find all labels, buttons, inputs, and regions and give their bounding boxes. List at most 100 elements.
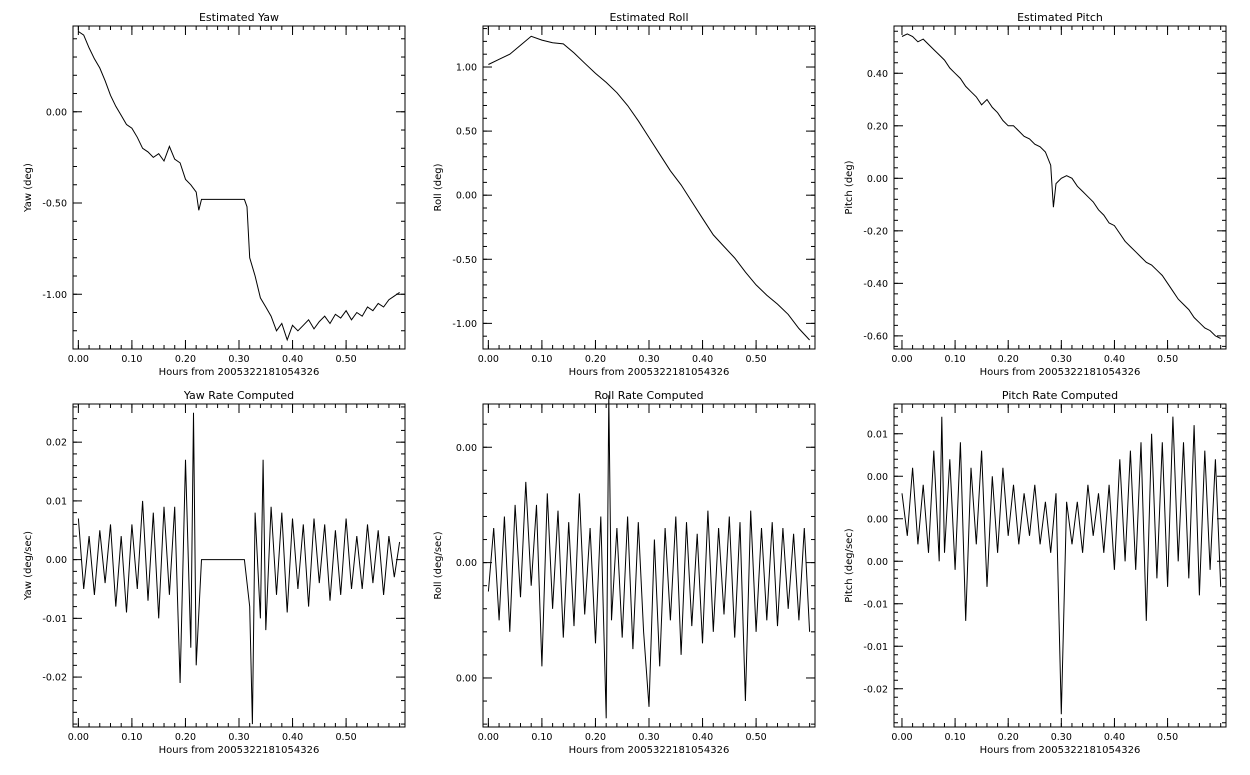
x-tick-label: 0.10 (945, 732, 966, 743)
y-tick-label: -1.00 (452, 319, 477, 330)
y-tick-label: 0.00 (456, 558, 477, 569)
plot-frame (72, 25, 406, 350)
y-axis-label: Pitch (deg) (844, 160, 855, 214)
x-tick-label: 0.30 (638, 354, 659, 365)
y-tick-label: 0.20 (867, 121, 888, 132)
x-tick-label: 0.20 (998, 732, 1019, 743)
x-tick-label: 0.30 (1051, 732, 1072, 743)
x-tick-label: 0.40 (282, 732, 303, 743)
x-tick-label: 0.50 (336, 354, 357, 365)
panel-6: Pitch Rate Computed 0.00 0.10 0.20 0.30 0.40 0… (844, 389, 1227, 756)
data-line (78, 31, 400, 342)
y-tick-label: -0.01 (42, 614, 67, 625)
panel-4: Yaw Rate Computed 0.00 0.10 0.20 0.30 0.40 0.5… (23, 389, 406, 756)
x-tick-label: 0.50 (746, 354, 767, 365)
y-axis-label: Yaw (deg) (23, 163, 34, 213)
x-tick-label: 0.20 (585, 354, 606, 365)
y-tick-label: 0.40 (867, 69, 888, 80)
y-tick-label: 0.00 (46, 107, 67, 118)
y-tick-label: -0.02 (863, 684, 888, 695)
chart-title: Yaw Rate Computed (183, 389, 294, 402)
y-tick-label: -0.50 (42, 199, 67, 210)
y-tick-label: -0.02 (42, 673, 67, 684)
data-line (488, 35, 810, 341)
plot-frame (893, 403, 1227, 728)
panel-5: Roll Rate Computed 0.00 0.10 0.20 0.30 0.40 0.… (433, 389, 816, 756)
x-tick-label: 0.50 (1157, 732, 1178, 743)
x-tick-label: 0.30 (1051, 354, 1072, 365)
data-line (901, 33, 1221, 339)
x-tick-label: 0.40 (692, 354, 713, 365)
y-tick-label: -0.01 (863, 642, 888, 653)
data-line (77, 412, 401, 725)
x-tick-label: 0.20 (998, 354, 1019, 365)
x-tick-label: 0.10 (945, 354, 966, 365)
y-tick-label: 0.01 (867, 429, 888, 440)
y-tick-label: -0.60 (863, 331, 888, 342)
y-tick-label: 0.00 (867, 557, 888, 568)
x-tick-label: 0.00 (478, 354, 499, 365)
x-tick-label: 0.50 (336, 732, 357, 743)
y-axis-label: Roll (deg/sec) (433, 531, 444, 599)
y-tick-label: 0.00 (46, 555, 67, 566)
chart-title: Estimated Roll (609, 11, 688, 24)
x-axis-label: Hours from 2005322181054326 (159, 367, 320, 378)
panel-2: Estimated Roll 0.00 0.10 0.20 0.30 0.40 0.50 1.… (433, 11, 816, 378)
x-tick-label: 0.50 (1157, 354, 1178, 365)
data-line (487, 395, 811, 719)
y-axis-label: Pitch (deg/sec) (844, 528, 855, 603)
y-tick-label: 0.00 (867, 514, 888, 525)
x-tick-label: 0.10 (121, 354, 142, 365)
plot-frame (482, 25, 816, 350)
x-tick-label: 0.30 (638, 732, 659, 743)
y-tick-label: 0.00 (456, 443, 477, 454)
x-axis-label: Hours from 2005322181054326 (980, 367, 1141, 378)
y-tick-label: 0.00 (456, 191, 477, 202)
chart-title: Pitch Rate Computed (1002, 389, 1118, 402)
y-tick-label: 0.00 (867, 472, 888, 483)
x-axis-label: Hours from 2005322181054326 (569, 367, 730, 378)
x-tick-label: 0.30 (228, 354, 249, 365)
y-tick-label: -0.40 (863, 279, 888, 290)
x-tick-label: 0.40 (692, 732, 713, 743)
x-tick-label: 0.50 (746, 732, 767, 743)
y-tick-label: 0.00 (456, 673, 477, 684)
panel-1: Estimated Yaw 0.00 0.10 0.20 0.30 0.40 0.50 0.0… (23, 11, 406, 378)
plot-frame (893, 25, 1227, 350)
x-tick-label: 0.10 (531, 732, 552, 743)
y-axis-label: Yaw (deg/sec) (23, 531, 34, 601)
data-line (901, 416, 1222, 715)
y-tick-label: 0.50 (456, 127, 477, 138)
y-tick-label: 0.00 (867, 174, 888, 185)
y-tick-label: -0.01 (863, 599, 888, 610)
panel-3: Estimated Pitch 0.00 0.10 0.20 0.30 0.40 0.50 0… (844, 11, 1227, 378)
x-tick-label: 0.00 (68, 732, 89, 743)
y-tick-label: 0.01 (46, 496, 67, 507)
y-tick-label: -0.50 (452, 255, 477, 266)
y-tick-label: -1.00 (42, 290, 67, 301)
x-tick-label: 0.00 (891, 732, 912, 743)
x-tick-label: 0.00 (478, 732, 499, 743)
x-tick-label: 0.10 (121, 732, 142, 743)
x-tick-label: 0.20 (585, 732, 606, 743)
x-tick-label: 0.30 (228, 732, 249, 743)
x-tick-label: 0.40 (1104, 354, 1125, 365)
chart-title: Estimated Yaw (199, 11, 279, 24)
y-axis-label: Roll (deg) (433, 163, 444, 211)
y-tick-label: 1.00 (456, 63, 477, 74)
y-tick-label: 0.02 (46, 438, 67, 449)
y-tick-label: -0.20 (863, 226, 888, 237)
chart-title: Roll Rate Computed (594, 389, 703, 402)
x-tick-label: 0.20 (175, 732, 196, 743)
chart-title: Estimated Pitch (1017, 11, 1103, 24)
x-tick-label: 0.40 (282, 354, 303, 365)
x-tick-label: 0.20 (175, 354, 196, 365)
x-tick-label: 0.40 (1104, 732, 1125, 743)
x-axis-label: Hours from 2005322181054326 (569, 745, 730, 756)
x-axis-label: Hours from 2005322181054326 (980, 745, 1141, 756)
x-tick-label: 0.00 (891, 354, 912, 365)
x-axis-label: Hours from 2005322181054326 (159, 745, 320, 756)
x-tick-label: 0.00 (68, 354, 89, 365)
x-tick-label: 0.10 (531, 354, 552, 365)
